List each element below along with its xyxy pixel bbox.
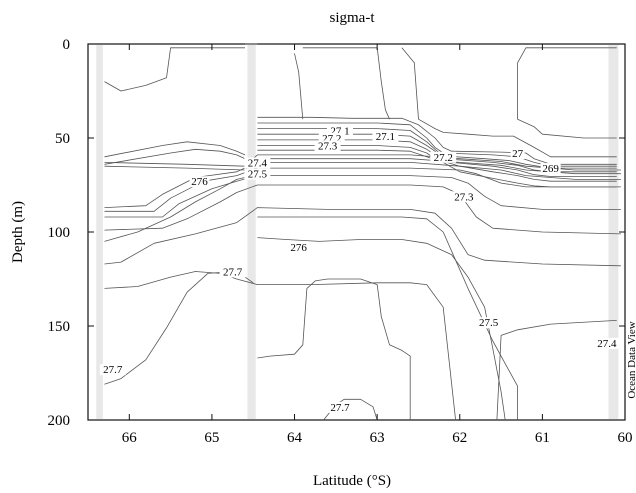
contour-label: 27.7	[103, 364, 123, 376]
y-axis-ticks: 0 50 100 150 200	[48, 37, 625, 429]
station-gap-2	[608, 45, 619, 419]
contour-line	[104, 167, 621, 212]
y-tick-label: 200	[48, 413, 71, 429]
contour-labels: 27.127.227.327.127.2 2726927.327.427.5276…	[99, 125, 620, 414]
station-gaps	[96, 45, 619, 419]
x-tick-label: 63	[370, 430, 385, 446]
contour-label: 27.3	[454, 191, 474, 203]
contour-line	[104, 161, 621, 208]
contour-label-bg	[189, 176, 210, 188]
contour-line	[302, 47, 390, 120]
contour-label-bg	[318, 133, 345, 144]
contour-label: 276	[290, 242, 307, 254]
contour-label-bg	[326, 125, 353, 137]
contour-line	[104, 184, 621, 235]
contour-label: 27.5	[248, 169, 268, 181]
contour-label-bg	[593, 337, 620, 349]
contour-label: 27.7	[330, 402, 350, 414]
y-tick-label: 100	[48, 225, 71, 241]
contour-label-bg	[450, 191, 477, 203]
contour-label-bg	[99, 364, 126, 376]
x-tick-label: 60	[618, 430, 633, 446]
contour-label-bg	[288, 242, 309, 254]
contour-line	[104, 148, 246, 165]
contour-line	[104, 175, 254, 242]
watermark-ocean-data-view: Ocean Data View	[626, 321, 636, 398]
y-tick-label: 50	[55, 131, 70, 147]
contour-line	[257, 116, 617, 165]
contour-label: 27.2	[434, 152, 453, 164]
contour-line	[257, 216, 518, 420]
y-tick-label: 150	[48, 319, 71, 335]
contour-label: 27.5	[479, 317, 499, 329]
contour-line	[257, 149, 617, 188]
contour-line	[257, 122, 617, 167]
contour-line	[104, 207, 621, 267]
contour-label-bg	[219, 266, 246, 278]
x-axis-label: Latitude (°S)	[313, 473, 391, 489]
contour-line	[104, 175, 621, 218]
contour-line	[104, 271, 456, 421]
x-tick-label: 64	[287, 430, 303, 446]
contour-label-bg	[475, 317, 502, 329]
contour-label-bg	[540, 163, 561, 175]
contour-label-bg	[510, 148, 525, 160]
x-tick-label: 61	[535, 430, 550, 446]
x-tick-label: 62	[452, 430, 467, 446]
contour-line	[104, 141, 246, 158]
contour-label: 27.4	[248, 157, 268, 169]
station-gap-1	[247, 45, 256, 419]
contour-label: 269	[542, 163, 559, 175]
contour-line	[517, 47, 617, 139]
contour-line	[401, 47, 617, 158]
contour-label: 27	[512, 148, 524, 160]
plot-area: 27.127.227.327.127.2 2726927.327.427.5276…	[87, 43, 626, 421]
contour-line	[104, 47, 245, 92]
contour-label-bg	[314, 140, 341, 152]
y-axis-label: Depth (m)	[10, 201, 26, 263]
contour-lines	[104, 43, 621, 421]
contour-line	[496, 320, 617, 421]
contour-label: 27.4	[597, 338, 617, 350]
station-gap-0	[96, 45, 103, 419]
contour-label-bg	[326, 401, 353, 413]
contour-line	[257, 237, 506, 421]
contour-label: 27.1	[376, 131, 395, 143]
contour-label-bg	[372, 131, 399, 143]
plot-frame	[87, 43, 626, 421]
contour-line	[257, 278, 411, 420]
contour-label: 27.3	[318, 141, 338, 153]
contour-line	[294, 53, 304, 120]
contour-label-bg	[430, 151, 457, 163]
x-tick-label: 66	[122, 430, 138, 446]
contour-label-bg	[244, 168, 271, 180]
x-axis-ticks: 66 65 64 63 62 61 60	[122, 44, 633, 446]
contour-label-bg	[244, 157, 271, 169]
chart-title: sigma-t	[330, 10, 376, 26]
x-tick-label: 65	[204, 430, 219, 446]
y-tick-label: 0	[63, 37, 71, 53]
contour-label: 276	[191, 176, 208, 188]
contour-label: 27.7	[223, 266, 243, 278]
